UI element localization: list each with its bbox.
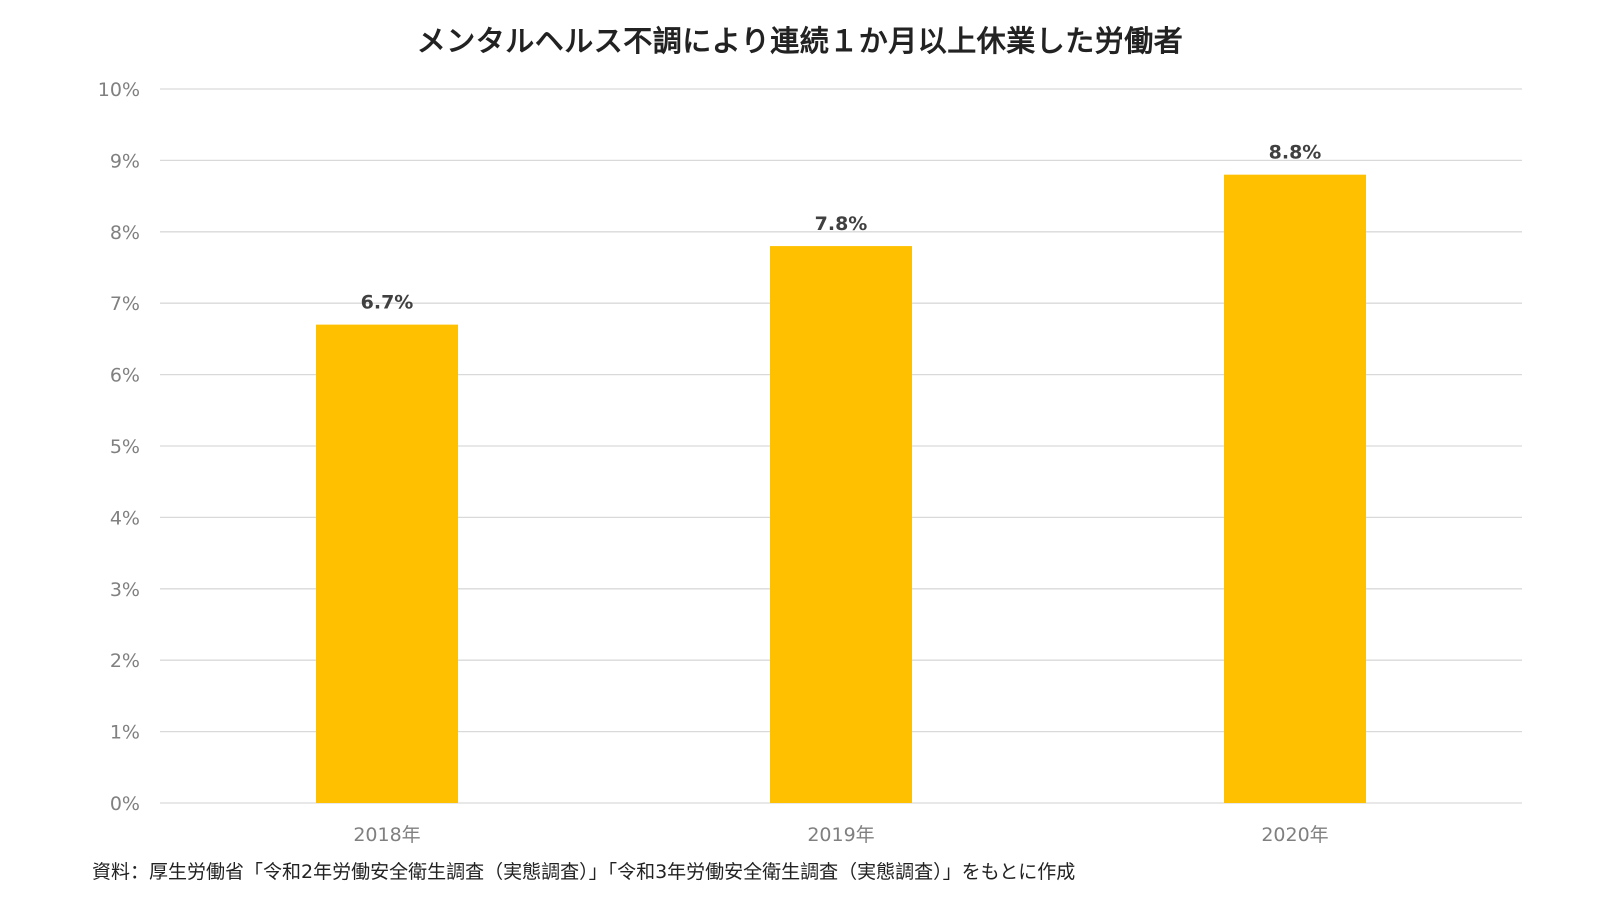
y-tick-label: 1% <box>110 722 140 744</box>
x-axis-ticks: 2018年 2019年 2020年 <box>353 824 1328 846</box>
y-tick-label: 10% <box>98 79 140 101</box>
y-tick-label: 7% <box>110 293 140 315</box>
data-labels: 6.7% 7.8% 8.8% <box>361 142 1322 314</box>
y-tick-label: 3% <box>110 579 140 601</box>
x-tick-label: 2018年 <box>353 824 420 846</box>
y-tick-label: 8% <box>110 222 140 244</box>
y-tick-label: 9% <box>110 150 140 172</box>
chart-title: メンタルヘルス不調により連続１か月以上休業した労働者 <box>416 24 1184 58</box>
x-tick-label: 2019年 <box>807 824 874 846</box>
bar <box>770 246 912 803</box>
y-axis-ticks: 0% 1% 2% 3% 4% 5% 6% 7% 8% 9% 10% <box>98 79 140 815</box>
bars <box>316 174 1366 803</box>
y-tick-label: 2% <box>110 650 140 672</box>
y-tick-label: 4% <box>110 507 140 529</box>
y-tick-label: 6% <box>110 365 140 387</box>
data-label: 7.8% <box>815 213 868 235</box>
bar <box>316 324 458 803</box>
data-label: 6.7% <box>361 292 414 314</box>
data-label: 8.8% <box>1269 142 1322 164</box>
x-tick-label: 2020年 <box>1261 824 1328 846</box>
bar <box>1224 174 1366 803</box>
source-note: 資料：厚生労働省「令和2年労働安全衛生調査（実態調査）」「令和3年労働安全衛生調… <box>92 861 1076 883</box>
y-tick-label: 5% <box>110 436 140 458</box>
y-tick-label: 0% <box>110 793 140 815</box>
